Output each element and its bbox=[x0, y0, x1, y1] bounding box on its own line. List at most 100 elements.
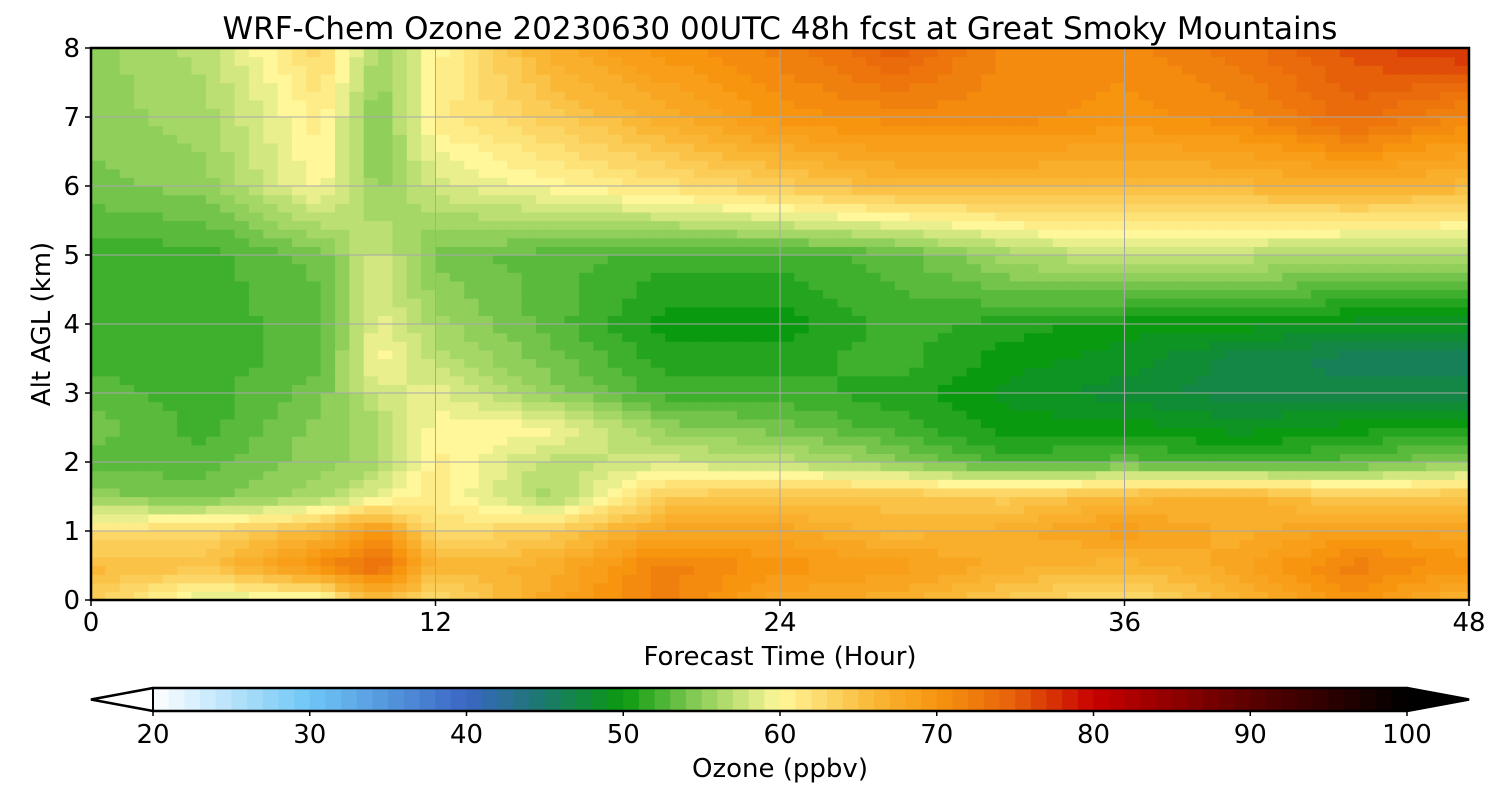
heatmap-cell bbox=[248, 565, 264, 575]
heatmap-cell bbox=[148, 418, 164, 429]
heatmap-cell bbox=[1239, 401, 1255, 411]
heatmap-cell bbox=[1253, 255, 1269, 265]
heatmap-cell bbox=[550, 513, 566, 523]
heatmap-cell bbox=[1024, 556, 1039, 567]
heatmap-cell bbox=[521, 151, 537, 161]
heatmap-cell bbox=[1110, 168, 1126, 178]
heatmap-cell bbox=[349, 255, 365, 265]
heatmap-cell bbox=[751, 539, 767, 549]
heatmap-cell bbox=[1024, 246, 1039, 256]
heatmap-cell bbox=[780, 462, 795, 472]
heatmap-cell bbox=[866, 203, 882, 213]
heatmap-cell bbox=[492, 522, 508, 532]
heatmap-cell bbox=[1325, 513, 1341, 523]
heatmap-cell bbox=[952, 237, 968, 247]
heatmap-cell bbox=[622, 246, 638, 256]
heatmap-cell bbox=[1196, 556, 1212, 567]
heatmap-cell bbox=[780, 341, 795, 351]
heatmap-cell bbox=[263, 229, 279, 239]
heatmap-cell bbox=[119, 479, 135, 489]
heatmap-cell bbox=[1224, 565, 1240, 575]
heatmap-cell bbox=[91, 591, 106, 600]
heatmap-cell bbox=[449, 556, 465, 567]
heatmap-cell bbox=[205, 427, 221, 437]
heatmap-cell bbox=[263, 315, 279, 325]
heatmap-cell bbox=[349, 211, 365, 222]
heatmap-cell bbox=[507, 168, 523, 178]
heatmap-cell bbox=[1268, 349, 1283, 360]
heatmap-cell bbox=[622, 272, 638, 282]
heatmap-cell bbox=[722, 496, 738, 506]
heatmap-cell bbox=[1425, 393, 1441, 403]
heatmap-cell bbox=[866, 349, 882, 360]
heatmap-cell bbox=[923, 280, 939, 291]
heatmap-cell bbox=[1411, 462, 1427, 472]
heatmap-cell bbox=[277, 186, 293, 196]
heatmap-cell bbox=[191, 565, 207, 575]
heatmap-cell bbox=[349, 341, 365, 351]
heatmap-cell bbox=[1253, 556, 1269, 567]
heatmap-cell bbox=[134, 194, 150, 204]
heatmap-cell bbox=[119, 324, 135, 334]
heatmap-cell bbox=[736, 591, 752, 600]
heatmap-cell bbox=[1110, 272, 1126, 282]
heatmap-cell bbox=[1167, 436, 1183, 446]
heatmap-cell bbox=[191, 505, 207, 515]
heatmap-cell bbox=[1368, 194, 1384, 204]
heatmap-cell bbox=[1339, 539, 1355, 549]
heatmap-cell bbox=[636, 168, 652, 178]
heatmap-cell bbox=[722, 582, 738, 592]
heatmap-cell bbox=[1167, 565, 1183, 575]
heatmap-cell bbox=[492, 186, 508, 196]
heatmap-cell bbox=[736, 280, 752, 291]
heatmap-cell bbox=[1296, 324, 1312, 334]
heatmap-cell bbox=[1210, 332, 1226, 342]
heatmap-cell bbox=[679, 574, 695, 584]
heatmap-cell bbox=[665, 341, 681, 351]
heatmap-cell bbox=[1110, 479, 1126, 489]
heatmap-cell bbox=[636, 444, 652, 454]
heatmap-cell bbox=[1124, 487, 1140, 498]
heatmap-cell bbox=[205, 539, 221, 549]
heatmap-cell bbox=[722, 436, 738, 446]
heatmap-cell bbox=[909, 151, 925, 161]
heatmap-cell bbox=[220, 582, 236, 592]
heatmap-cell bbox=[1368, 427, 1384, 437]
heatmap-cell bbox=[1138, 358, 1154, 368]
heatmap-cell bbox=[693, 160, 709, 170]
heatmap-cell bbox=[866, 237, 882, 247]
heatmap-cell bbox=[535, 315, 551, 325]
heatmap-cell bbox=[1052, 367, 1068, 377]
heatmap-cell bbox=[1224, 358, 1240, 368]
heatmap-cell bbox=[1311, 255, 1327, 265]
heatmap-cell bbox=[1382, 436, 1398, 446]
heatmap-cell bbox=[1024, 289, 1039, 299]
heatmap-cell bbox=[952, 186, 968, 196]
heatmap-cell bbox=[1038, 453, 1054, 463]
heatmap-cell bbox=[320, 531, 336, 541]
heatmap-cell bbox=[1239, 349, 1255, 360]
heatmap-cell bbox=[1339, 427, 1355, 437]
heatmap-cell bbox=[665, 418, 681, 429]
heatmap-cell bbox=[177, 160, 193, 170]
heatmap-cell bbox=[1253, 177, 1269, 187]
heatmap-cell bbox=[492, 556, 508, 567]
heatmap-cell bbox=[1382, 306, 1398, 316]
heatmap-cell bbox=[492, 574, 508, 584]
heatmap-cell bbox=[1124, 479, 1140, 489]
heatmap-cell bbox=[1411, 229, 1427, 239]
heatmap-cell bbox=[1167, 151, 1183, 161]
heatmap-cell bbox=[866, 522, 882, 532]
heatmap-cell bbox=[205, 203, 221, 213]
heatmap-cell bbox=[1411, 349, 1427, 360]
heatmap-cell bbox=[1339, 401, 1355, 411]
heatmap-cell bbox=[622, 384, 638, 394]
heatmap-cell bbox=[1296, 574, 1312, 584]
heatmap-cell bbox=[320, 418, 336, 429]
heatmap-cell bbox=[780, 565, 795, 575]
heatmap-cell bbox=[435, 522, 451, 532]
heatmap-cell bbox=[1067, 358, 1083, 368]
heatmap-cell bbox=[708, 255, 724, 265]
heatmap-cell bbox=[837, 410, 853, 420]
heatmap-cell bbox=[736, 358, 752, 368]
